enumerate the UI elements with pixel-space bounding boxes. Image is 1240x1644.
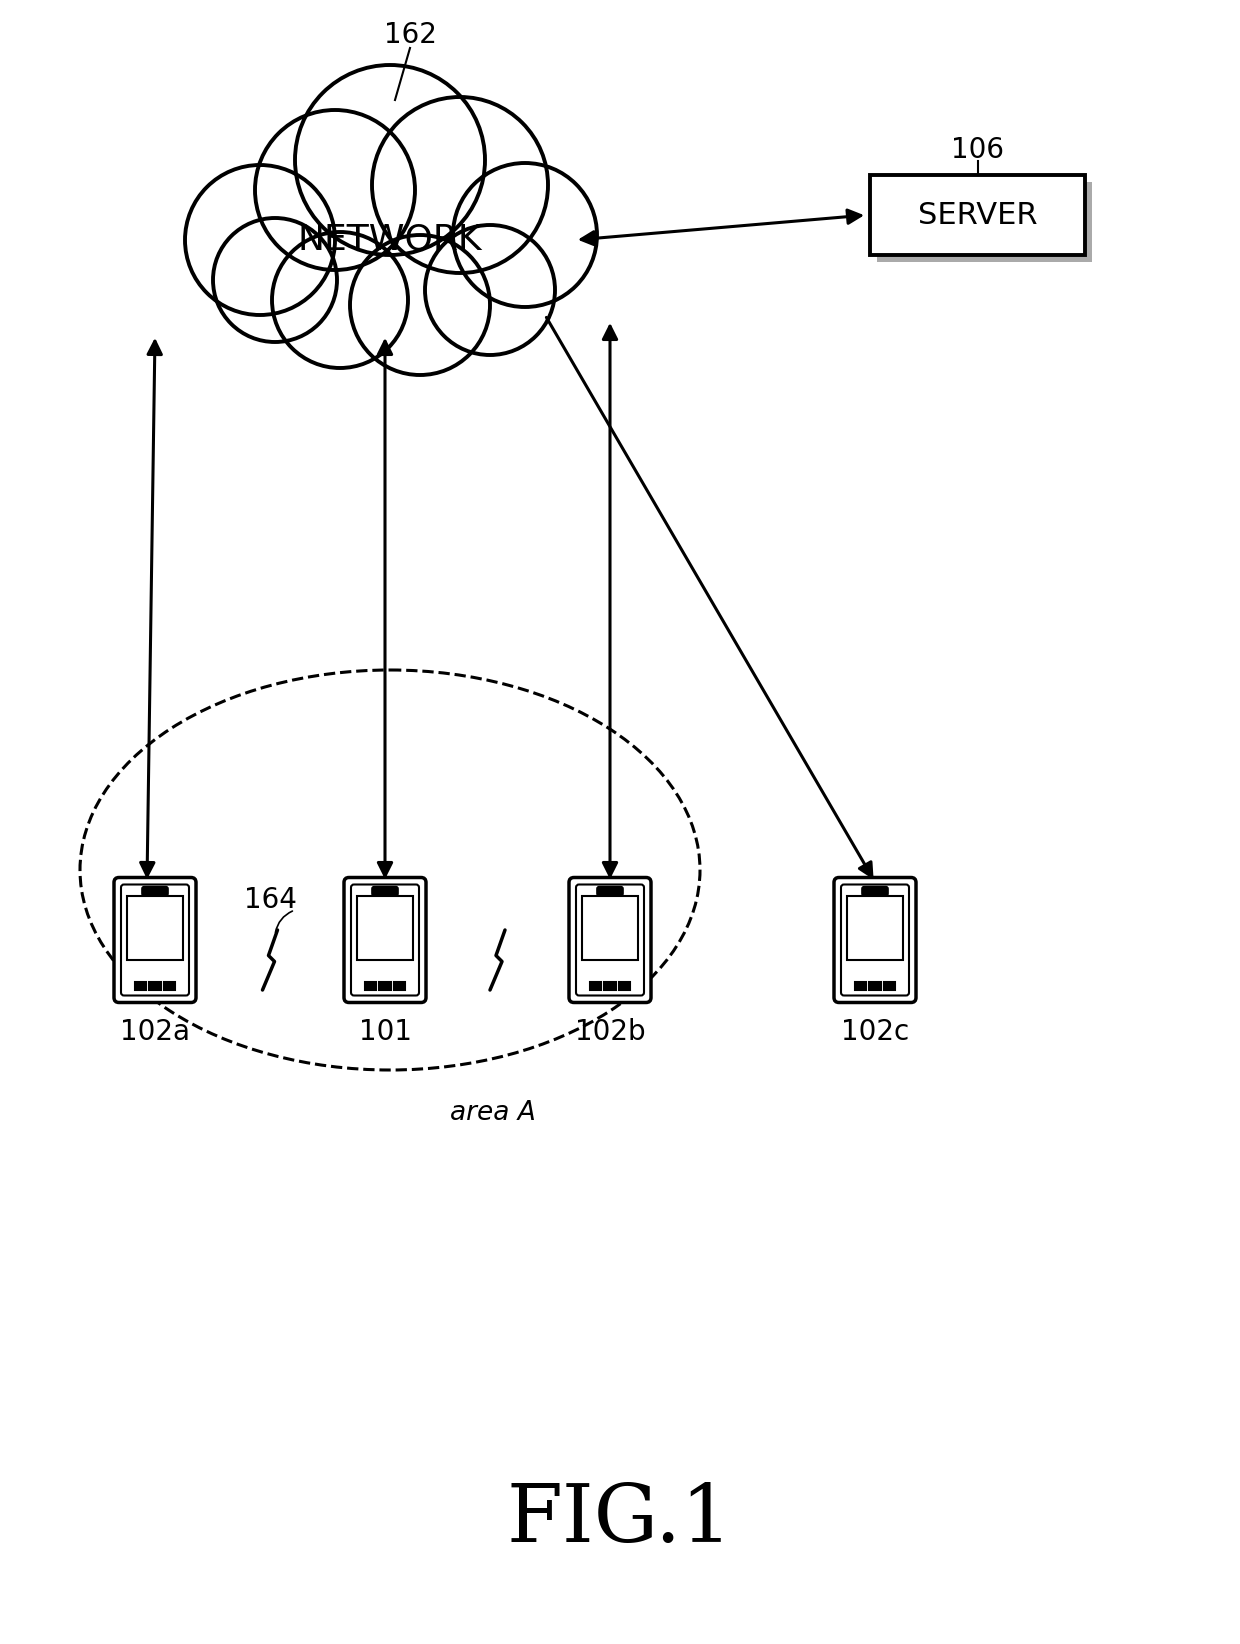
Circle shape — [372, 97, 548, 273]
Text: 102a: 102a — [120, 1018, 190, 1046]
FancyBboxPatch shape — [164, 981, 175, 990]
Text: 101: 101 — [358, 1018, 412, 1046]
FancyBboxPatch shape — [869, 981, 880, 990]
FancyBboxPatch shape — [877, 182, 1092, 261]
Text: 102c: 102c — [841, 1018, 909, 1046]
FancyBboxPatch shape — [135, 981, 146, 990]
Circle shape — [453, 163, 596, 307]
FancyBboxPatch shape — [394, 981, 405, 990]
Circle shape — [350, 235, 490, 375]
FancyBboxPatch shape — [114, 878, 196, 1003]
FancyBboxPatch shape — [884, 981, 895, 990]
Text: 164: 164 — [243, 886, 296, 914]
FancyBboxPatch shape — [854, 981, 867, 990]
Text: 102b: 102b — [574, 1018, 645, 1046]
Text: area A: area A — [450, 1100, 536, 1126]
FancyBboxPatch shape — [619, 981, 630, 990]
FancyBboxPatch shape — [379, 981, 391, 990]
FancyBboxPatch shape — [862, 886, 888, 896]
Text: NETWORK: NETWORK — [298, 224, 482, 256]
FancyBboxPatch shape — [604, 981, 616, 990]
FancyBboxPatch shape — [149, 981, 161, 990]
FancyBboxPatch shape — [582, 896, 639, 960]
FancyBboxPatch shape — [143, 886, 167, 896]
FancyBboxPatch shape — [590, 981, 601, 990]
Text: 162: 162 — [383, 21, 436, 49]
Circle shape — [213, 219, 337, 342]
FancyBboxPatch shape — [357, 896, 413, 960]
Text: FIG.1: FIG.1 — [507, 1481, 733, 1559]
Circle shape — [272, 232, 408, 368]
FancyBboxPatch shape — [569, 878, 651, 1003]
FancyBboxPatch shape — [372, 886, 398, 896]
FancyBboxPatch shape — [365, 981, 376, 990]
FancyBboxPatch shape — [847, 896, 903, 960]
Circle shape — [185, 164, 335, 316]
Circle shape — [425, 225, 556, 355]
Text: SERVER: SERVER — [918, 201, 1038, 230]
Text: 106: 106 — [951, 136, 1004, 164]
FancyBboxPatch shape — [343, 878, 427, 1003]
FancyBboxPatch shape — [598, 886, 622, 896]
FancyBboxPatch shape — [126, 896, 184, 960]
Circle shape — [255, 110, 415, 270]
FancyBboxPatch shape — [870, 174, 1085, 255]
Circle shape — [295, 66, 485, 255]
FancyBboxPatch shape — [835, 878, 916, 1003]
